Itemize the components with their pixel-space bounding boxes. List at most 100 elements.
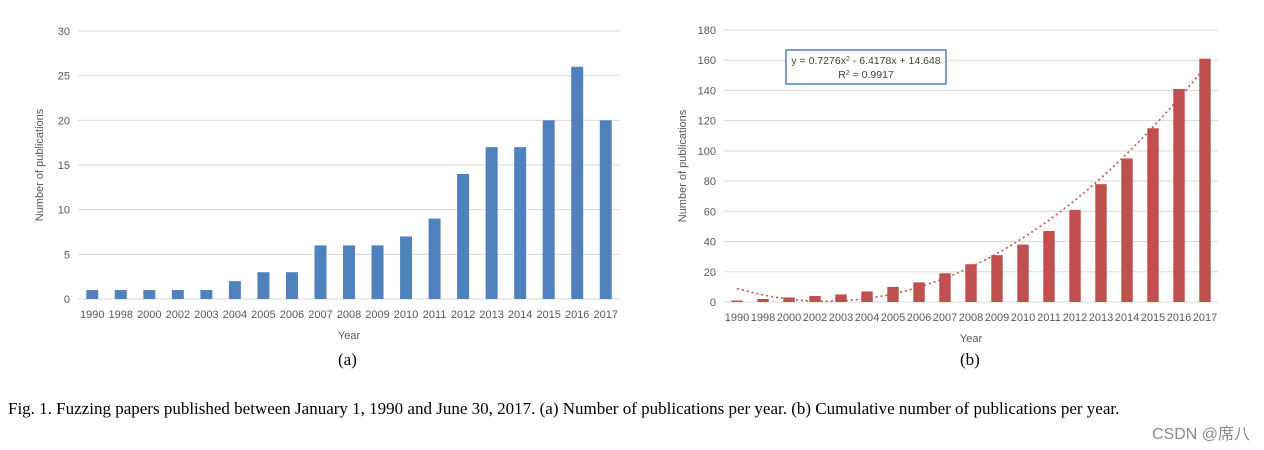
chart-b-svg: 0 20 40 60 80 100 120 140 160 180 1990 1998 2000 2002… xyxy=(677,25,1218,345)
x-tick-label: 2012 xyxy=(451,309,475,321)
x-tick-label: 2002 xyxy=(803,312,827,324)
watermark: CSDN @席八 xyxy=(1151,426,1250,443)
x-tick-label: 2008 xyxy=(959,312,983,324)
bar xyxy=(1173,88,1185,302)
y-tick-label: 120 xyxy=(698,116,716,128)
y-tick-label: 180 xyxy=(698,25,716,37)
chart-b: 0 20 40 60 80 100 120 140 160 180 1990 1998 2000 2002… xyxy=(640,0,1264,350)
x-tick-label: 2009 xyxy=(985,312,1009,324)
y-tick-label: 15 xyxy=(58,160,70,172)
x-tick-label: 2015 xyxy=(1141,312,1165,324)
trendline-equation-box xyxy=(785,49,947,85)
y-tick-label: 60 xyxy=(704,206,716,218)
x-tick-label: 2005 xyxy=(251,309,275,321)
bar xyxy=(86,290,99,299)
bar xyxy=(200,290,213,299)
x-tick-label: 2012 xyxy=(1063,312,1087,324)
y-tick-label: 140 xyxy=(698,85,716,97)
bar xyxy=(861,291,873,302)
y-tick-label: 0 xyxy=(710,297,716,309)
y-axis-title: Number of publications xyxy=(677,109,689,222)
x-tick-label: 2005 xyxy=(881,312,905,324)
x-tick-label: 2006 xyxy=(907,312,931,324)
y-tick-label: 25 xyxy=(58,71,70,83)
bar xyxy=(991,255,1003,302)
bar xyxy=(228,281,241,299)
chart-a-svg: 0 5 10 15 20 25 30 1990 1998 2000 2002 2003 2004 2005… xyxy=(34,26,620,342)
x-tick-label: 2017 xyxy=(593,309,617,321)
y-tick-label: 100 xyxy=(698,146,716,158)
bar xyxy=(1095,184,1107,302)
x-tick-label: 2014 xyxy=(508,309,532,321)
bar xyxy=(965,264,977,302)
x-tick-label: 2010 xyxy=(1011,312,1035,324)
x-tick-label: 2013 xyxy=(1089,312,1113,324)
subfigure-label-a: (a) xyxy=(338,350,357,369)
trendline-equation: y = 0.7276x2 - 6.4178x + 14.648 xyxy=(791,55,940,67)
bar xyxy=(457,173,470,299)
bar xyxy=(835,294,847,302)
y-tick-label: 40 xyxy=(704,237,716,249)
y-tick-label: 5 xyxy=(64,249,70,261)
y-tick-label: 80 xyxy=(704,176,716,188)
bar xyxy=(939,273,951,302)
bar xyxy=(783,297,795,302)
bar xyxy=(371,245,384,299)
y-tick-label: 0 xyxy=(64,294,70,306)
trendline xyxy=(736,66,1206,303)
bar xyxy=(1147,128,1159,302)
x-tick-label: 1990 xyxy=(725,312,749,324)
bar xyxy=(1017,244,1029,302)
x-tick-label: 2003 xyxy=(829,312,853,324)
x-tick-label: 2015 xyxy=(536,309,560,321)
x-tick-label: 2000 xyxy=(777,312,801,324)
x-tick-label: 2003 xyxy=(194,309,218,321)
y-tick-label: 30 xyxy=(58,26,70,38)
bar xyxy=(809,295,821,302)
y-tick-label: 20 xyxy=(58,115,70,127)
bar xyxy=(1043,230,1055,302)
x-axis-title: Year xyxy=(338,330,361,340)
bar xyxy=(485,147,498,299)
bar xyxy=(731,300,743,302)
x-tick-label: 1990 xyxy=(80,309,104,321)
bar xyxy=(1199,58,1211,302)
x-tick-label: 2007 xyxy=(933,312,957,324)
x-tick-label: 2017 xyxy=(1193,312,1217,324)
bar xyxy=(257,272,270,299)
x-tick-label: 2004 xyxy=(855,312,879,324)
bar xyxy=(1121,158,1133,302)
bar xyxy=(314,245,327,299)
bar xyxy=(757,298,769,302)
bar xyxy=(343,245,355,299)
y-axis-title: Number of publications xyxy=(34,108,46,221)
x-tick-label: 2016 xyxy=(1167,312,1191,324)
x-tick-label: 2010 xyxy=(394,309,418,321)
bar xyxy=(542,120,555,299)
bar xyxy=(887,286,899,302)
x-tick-label: 1998 xyxy=(751,312,775,324)
x-tick-label: 2006 xyxy=(280,309,304,321)
subfigure-label-b: (b) xyxy=(960,350,980,369)
x-tick-label: 2013 xyxy=(479,309,503,321)
bar xyxy=(913,282,925,302)
x-tick-label: 2014 xyxy=(1115,312,1139,324)
bar xyxy=(114,290,127,299)
bar xyxy=(599,120,612,299)
x-tick-label: 2008 xyxy=(337,309,361,321)
bar xyxy=(1069,209,1081,302)
y-tick-label: 160 xyxy=(698,55,716,67)
bar xyxy=(514,147,527,299)
bar xyxy=(400,236,413,299)
chart-a: 0 5 10 15 20 25 30 1990 1998 2000 2002 2003 2004 2005… xyxy=(0,0,640,342)
bar xyxy=(143,290,156,299)
trendline-r-squared: R2 = 0.9917 xyxy=(838,69,894,81)
x-axis-title: Year xyxy=(960,333,983,345)
bar xyxy=(285,272,298,299)
x-tick-label: 2011 xyxy=(423,309,447,321)
y-tick-label: 20 xyxy=(704,267,716,279)
bar xyxy=(571,66,584,299)
bar xyxy=(428,218,441,299)
x-tick-label: 2000 xyxy=(137,309,161,321)
x-tick-label: 2007 xyxy=(308,309,332,321)
